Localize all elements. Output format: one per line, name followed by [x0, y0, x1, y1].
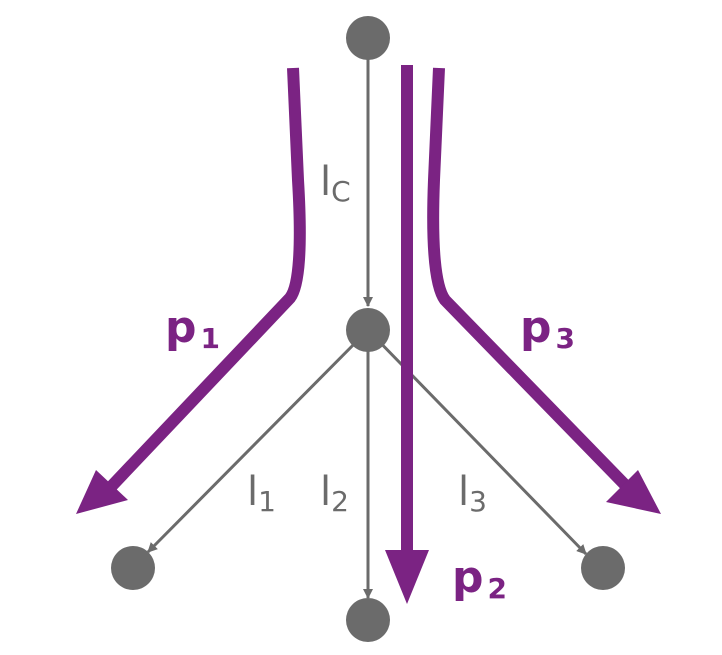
label-p1-sub: 1	[201, 322, 220, 355]
path-p3-arrowhead	[606, 470, 661, 514]
path-p1-arrowhead	[76, 470, 128, 514]
label-l2-base: l	[320, 469, 331, 515]
link-l1	[146, 328, 370, 554]
label-l1-sub: 1	[258, 485, 276, 518]
node-source	[346, 16, 390, 60]
node-sink-3	[581, 546, 625, 590]
label-l1: l1	[247, 469, 276, 518]
label-p3-sub: 3	[556, 322, 575, 355]
node-sink-2	[346, 598, 390, 642]
node-junction	[346, 308, 390, 352]
label-lc: lC	[320, 159, 351, 208]
label-p3-base: p	[520, 302, 552, 353]
label-l2: l2	[320, 469, 349, 518]
label-l3-base: l	[458, 469, 469, 515]
path-p1-line	[103, 67, 306, 495]
label-l3: l3	[458, 469, 487, 518]
label-p2-sub: 2	[488, 572, 507, 605]
path-p2-arrowhead	[385, 550, 429, 604]
label-l2-sub: 2	[331, 485, 349, 518]
link-l3	[366, 328, 588, 556]
label-l1-base: l	[247, 469, 258, 515]
label-lc-base: l	[320, 159, 331, 205]
label-p1-base: p	[165, 302, 197, 353]
label-p2-base: p	[452, 552, 484, 603]
node-sink-1	[111, 546, 155, 590]
label-lc-sub: C	[331, 175, 351, 208]
path-p3-line	[427, 67, 635, 495]
label-l3-sub: 3	[469, 485, 487, 518]
